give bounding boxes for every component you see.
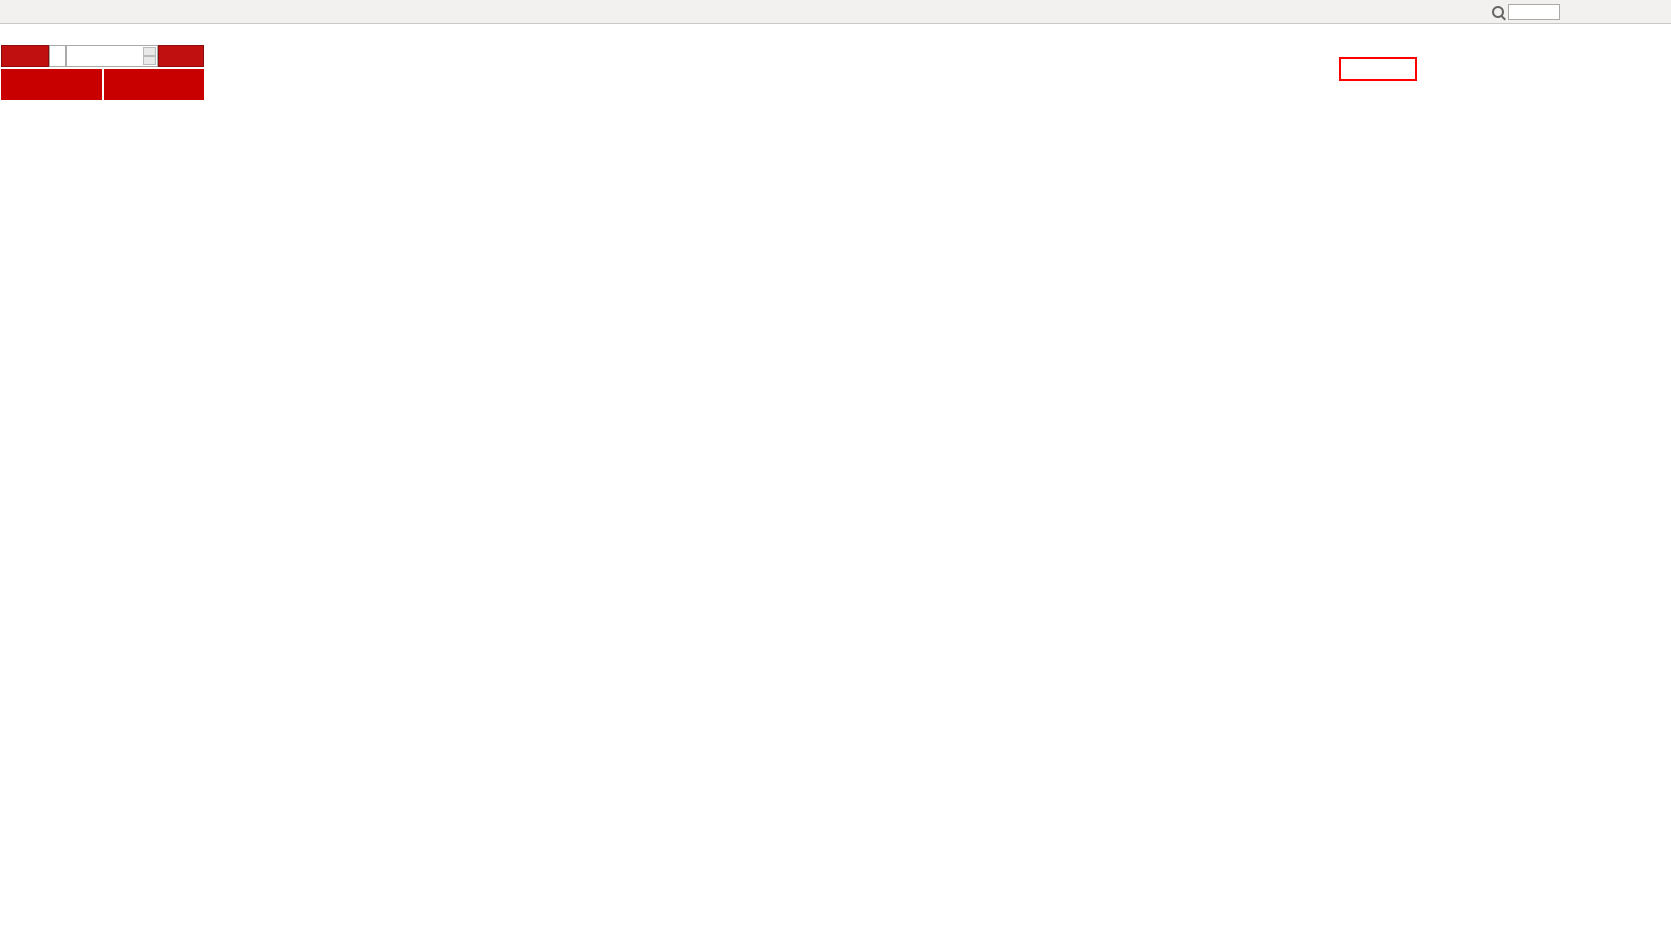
toolbar-search	[1492, 4, 1560, 20]
toolbar-corner	[1624, 2, 1667, 22]
price-callout-label[interactable]	[1339, 57, 1417, 81]
sell-price-display[interactable]	[1, 69, 102, 100]
new-window-button[interactable]	[1625, 2, 1643, 22]
volume-field[interactable]	[66, 45, 158, 67]
toolbar	[0, 0, 1671, 24]
volume-up-button[interactable]	[143, 47, 156, 56]
sell-button[interactable]	[1, 45, 49, 67]
one-click-trading-panel	[1, 45, 204, 100]
chart-ohlc-header	[5, 29, 9, 43]
buy-price-display[interactable]	[104, 69, 204, 100]
order-type-dropdown[interactable]	[49, 45, 66, 67]
search-icon	[1492, 6, 1504, 18]
window-list-button[interactable]	[1648, 2, 1666, 22]
volume-down-button[interactable]	[143, 56, 156, 65]
volume-spinner	[143, 47, 156, 65]
buy-button[interactable]	[158, 45, 204, 67]
search-input[interactable]	[1508, 4, 1560, 20]
